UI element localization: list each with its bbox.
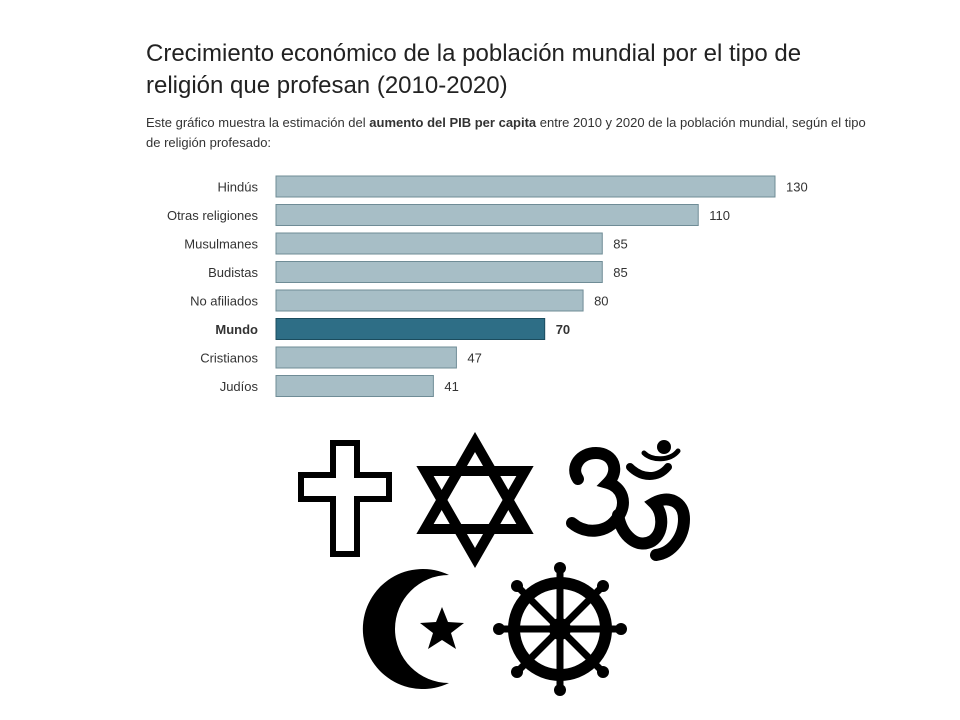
chart-subtitle: Este gráfico muestra la estimación del a… [146,113,876,153]
value-label: 47 [467,351,481,366]
bar [275,289,584,312]
value-label: 41 [444,379,458,394]
bar [275,175,776,198]
category-label: No afiliados [190,294,258,309]
om-icon [566,440,690,561]
category-label: Cristianos [200,351,258,366]
crescent-star-icon [362,569,464,689]
value-label: 85 [613,237,627,252]
religious-symbols [298,432,690,696]
bar [275,261,603,283]
bar [275,375,434,397]
category-label: Otras religiones [167,208,259,223]
bar [275,346,457,369]
value-label: 85 [613,265,627,280]
bar [275,318,546,340]
subtitle-text-1: Este gráfico muestra la estimación del [146,115,370,130]
dharma-wheel-icon [493,562,627,696]
bar-chart: Hindús 130 Otras religiones 110 Musulmanes 85… [167,175,808,397]
bar [275,204,699,226]
category-label: Budistas [208,265,258,280]
value-label: 80 [594,294,608,309]
chart-title: Crecimiento económico de la población mu… [146,40,802,99]
bar [275,232,603,255]
subtitle-bold: aumento del PIB per capita [369,115,537,130]
category-label: Mundo [215,322,258,337]
category-label: Judíos [220,379,259,394]
value-label: 70 [556,322,570,337]
value-label: 110 [709,208,730,223]
value-label: 130 [786,180,808,195]
subtitle-text-2: entre 2010 y 2020 de la población mundia… [146,115,866,150]
latin-cross-icon [298,440,392,557]
category-label: Musulmanes [184,237,258,252]
category-label: Hindús [218,180,259,195]
star-of-david-icon [416,432,534,569]
